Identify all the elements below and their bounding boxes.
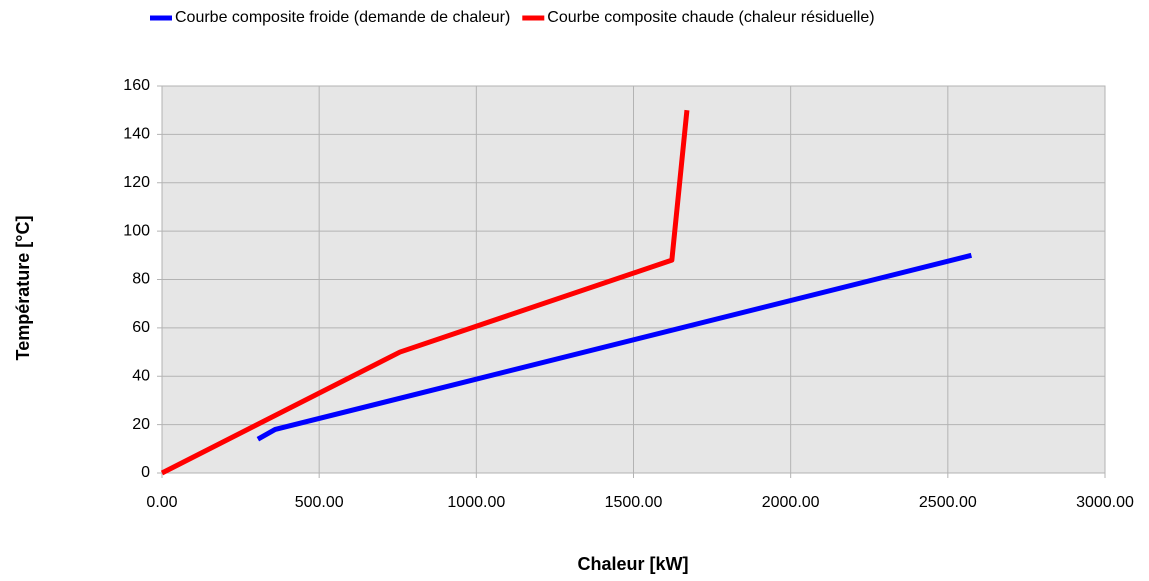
y-tick-label: 80 bbox=[132, 271, 150, 288]
x-tick-label: 1500.00 bbox=[605, 494, 663, 511]
plot-border bbox=[161, 85, 1106, 474]
x-axis-title: Chaleur [kW] bbox=[577, 554, 688, 574]
y-tick-label: 0 bbox=[141, 464, 150, 481]
x-tick-label: 0.00 bbox=[146, 494, 177, 511]
y-tick-label: 160 bbox=[123, 77, 150, 94]
x-tick-label: 500.00 bbox=[295, 494, 344, 511]
y-tick-label: 20 bbox=[132, 416, 150, 433]
x-tick-label: 2000.00 bbox=[762, 494, 820, 511]
line-series bbox=[160, 109, 690, 476]
y-tick-label: 100 bbox=[123, 222, 150, 239]
y-axis-title: Température [°C] bbox=[13, 216, 33, 361]
x-tick-label: 3000.00 bbox=[1076, 494, 1134, 511]
line-series bbox=[256, 252, 973, 442]
x-tick-label: 1000.00 bbox=[447, 494, 505, 511]
y-tick-label: 40 bbox=[132, 367, 150, 384]
y-tick-label: 60 bbox=[132, 319, 150, 336]
y-tick-label: 120 bbox=[123, 174, 150, 191]
y-tick-label: 140 bbox=[123, 126, 150, 143]
legend-label: Courbe composite chaude (chaleur résidue… bbox=[547, 9, 874, 26]
legend-label: Courbe composite froide (demande de chal… bbox=[175, 9, 510, 26]
x-tick-label: 2500.00 bbox=[919, 494, 977, 511]
